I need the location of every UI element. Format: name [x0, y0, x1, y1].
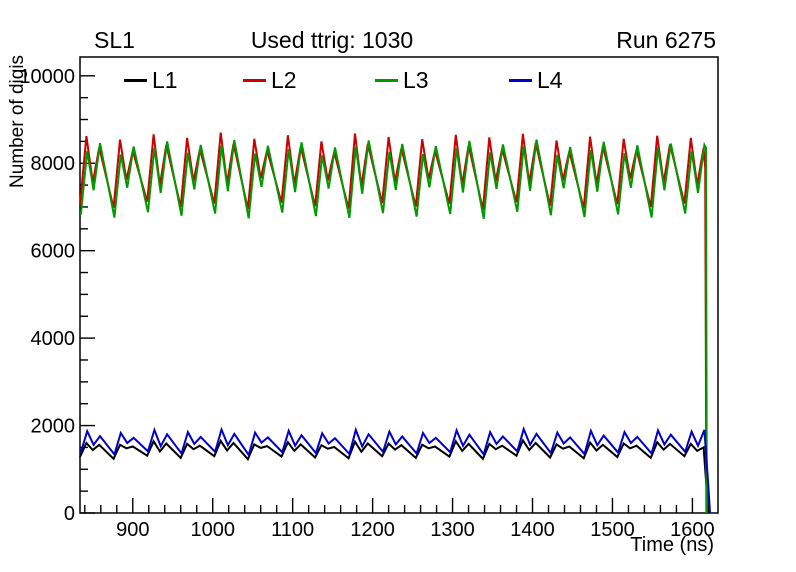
- y-axis-title: Number of digis: [7, 54, 28, 188]
- x-tick-label: 1400: [510, 519, 555, 541]
- x-tick-label: 1100: [271, 519, 314, 541]
- series-L4: [79, 426, 711, 514]
- legend-entry-l3: L3: [375, 68, 429, 92]
- pad-title-right: Run 6275: [616, 27, 716, 53]
- legend-entry-l1: L1: [124, 68, 178, 92]
- legend-entry-l4: L4: [509, 68, 563, 92]
- y-tick-label: 2000: [31, 416, 76, 438]
- series-L1: [79, 438, 710, 514]
- legend-dash-3: [509, 78, 532, 82]
- x-tick-label: 1600: [670, 519, 715, 541]
- x-tick-label: 1500: [590, 519, 635, 541]
- x-tick-label: 900: [116, 519, 149, 541]
- axis-tick-labels: 900 1000 1100 1200 1300 1400 1500 1600 0 2000 4000…: [19, 66, 714, 541]
- x-tick-label: 1000: [190, 519, 235, 541]
- legend-label-l3: L3: [403, 66, 429, 93]
- legend-label-l4: L4: [537, 66, 563, 93]
- legend-label-l2: L2: [271, 66, 297, 93]
- legend-entry-l2: L2: [243, 68, 297, 92]
- axis-ticks: [80, 75, 710, 514]
- x-tick-label: 1200: [350, 519, 395, 541]
- x-axis-title: Time (ns): [630, 534, 714, 556]
- y-tick-label: 0: [64, 503, 75, 525]
- y-tick-label: 8000: [31, 153, 76, 175]
- x-tick-label: 1300: [430, 519, 475, 541]
- legend-dash-2: [375, 78, 398, 82]
- legend-dash-0: [124, 78, 147, 82]
- legend-label-l1: L1: [152, 66, 178, 93]
- pad-title-left: SL1: [94, 27, 135, 53]
- y-tick-label: 4000: [31, 328, 76, 350]
- plot-frame: [79, 56, 719, 514]
- legend-dash-1: [243, 78, 266, 82]
- series-L3: [79, 139, 708, 514]
- series-L2: [79, 132, 708, 514]
- pad-title-center: Used ttrig: 1030: [250, 27, 414, 53]
- y-tick-label: 6000: [31, 241, 76, 263]
- y-tick-label: 10000: [19, 66, 75, 88]
